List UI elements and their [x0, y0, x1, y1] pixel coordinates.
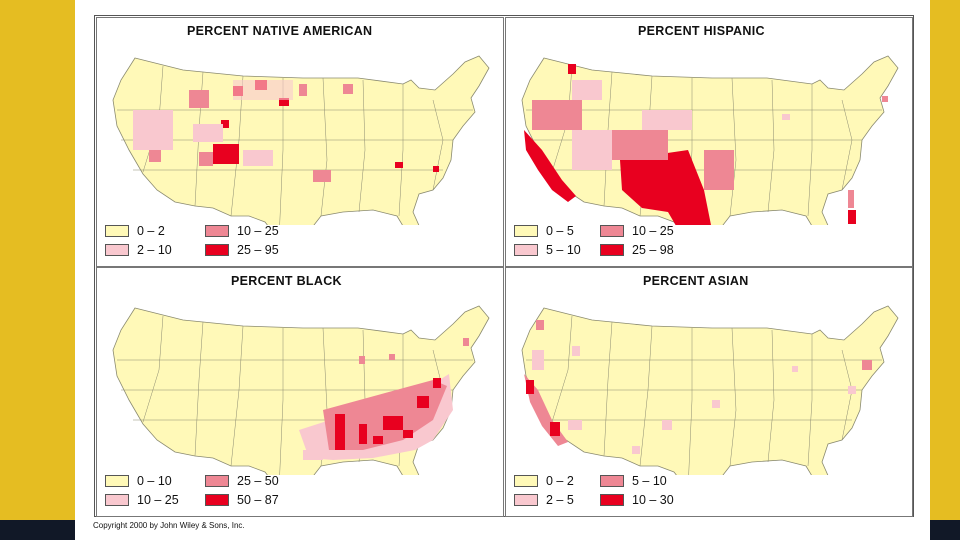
shaded-counties — [133, 80, 439, 182]
footer-bar-left — [0, 520, 75, 540]
shaded-counties — [524, 320, 872, 454]
left-yellow-bar — [0, 0, 75, 540]
us-map-native-american — [112, 55, 490, 225]
panel-title: PERCENT NATIVE AMERICAN — [187, 24, 373, 38]
legend-swatch — [205, 475, 229, 487]
right-yellow-bar — [930, 0, 960, 540]
panel-title: PERCENT ASIAN — [643, 274, 749, 288]
map-outline — [521, 305, 899, 475]
state-borders — [117, 65, 473, 225]
copyright-notice: Copyright 2000 by John Wiley & Sons, Inc… — [93, 521, 245, 530]
legend-swatch — [514, 244, 538, 256]
legend: 0 – 10 10 – 25 25 – 50 50 – 87 — [105, 473, 305, 513]
legend-swatch — [205, 494, 229, 506]
us-map-asian — [521, 305, 899, 475]
legend-swatch — [600, 244, 624, 256]
us-map-hispanic — [521, 55, 899, 225]
legend-swatch — [205, 225, 229, 237]
legend: 0 – 2 2 – 10 10 – 25 25 – 95 — [105, 223, 305, 263]
panel-title: PERCENT HISPANIC — [638, 24, 765, 38]
legend: 0 – 2 2 – 5 5 – 10 10 – 30 — [514, 473, 714, 513]
legend-swatch — [600, 475, 624, 487]
legend-swatch — [514, 225, 538, 237]
legend-swatch — [105, 475, 129, 487]
panel-title: PERCENT BLACK — [231, 274, 342, 288]
legend-swatch — [514, 475, 538, 487]
panel-black: PERCENT BLACK 0 – 10 — [96, 267, 504, 517]
legend-swatch — [105, 244, 129, 256]
legend-swatch — [600, 225, 624, 237]
legend-swatch — [514, 494, 538, 506]
legend-swatch — [600, 494, 624, 506]
legend-swatch — [105, 494, 129, 506]
panel-asian: PERCENT ASIAN 0 – 2 2 – — [505, 267, 913, 517]
legend-swatch — [205, 244, 229, 256]
shaded-counties — [299, 338, 469, 460]
state-borders — [526, 315, 882, 475]
legend: 0 – 5 5 – 10 10 – 25 25 – 98 — [514, 223, 714, 263]
panel-hispanic: PERCENT HISPANIC 0 – — [505, 17, 913, 267]
us-map-black — [112, 305, 490, 475]
map-figure: PERCENT NATIVE AMERICAN — [94, 15, 914, 517]
shaded-counties — [524, 64, 888, 225]
map-outline — [521, 55, 899, 225]
panel-native-american: PERCENT NATIVE AMERICAN — [96, 17, 504, 267]
legend-swatch — [105, 225, 129, 237]
footer-bar-right — [930, 520, 960, 540]
